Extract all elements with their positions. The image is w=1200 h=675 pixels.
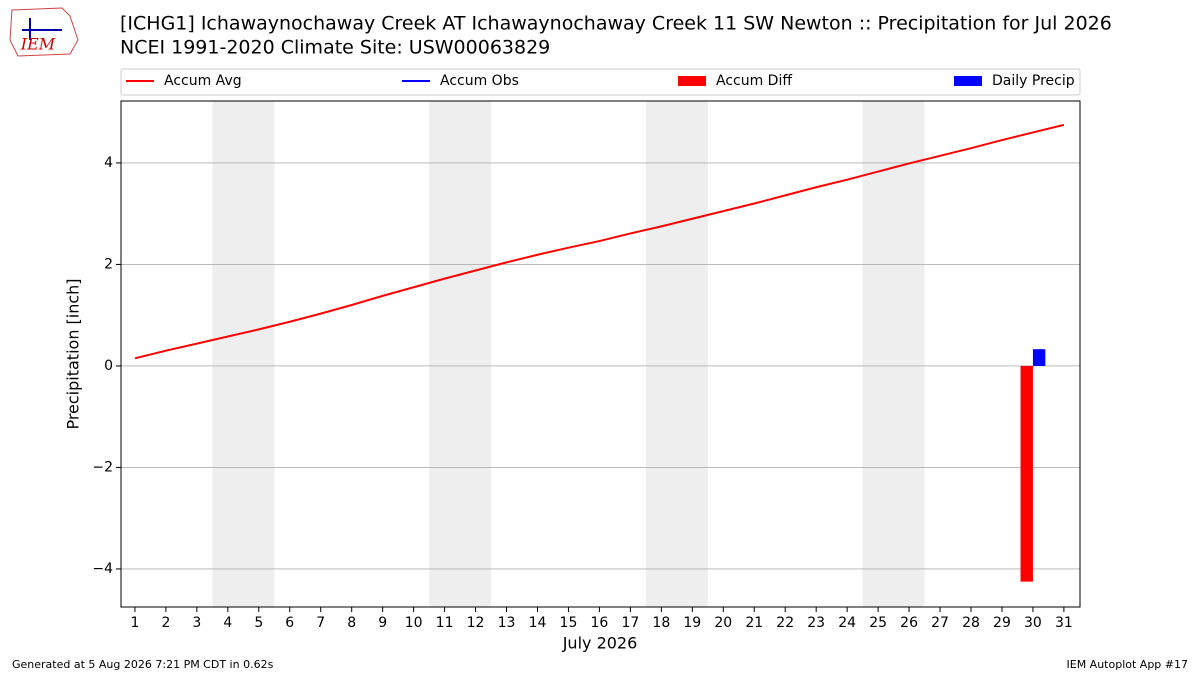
line bbox=[134, 123, 1065, 360]
x-tick-label: 2 bbox=[161, 615, 170, 631]
logo: IEM bbox=[9, 7, 79, 57]
x-tick-label: 27 bbox=[931, 615, 949, 631]
y-axis-label: Precipitation [inch] bbox=[64, 278, 83, 429]
weekend-band bbox=[429, 101, 492, 607]
x-axis-label: July 2026 bbox=[562, 634, 638, 653]
x-tick-label: 21 bbox=[745, 615, 763, 631]
x-tick-label: 15 bbox=[560, 615, 578, 631]
weekend-band bbox=[645, 101, 708, 607]
x-tick-label: 16 bbox=[591, 615, 609, 631]
weekend-band bbox=[862, 101, 925, 607]
x-tick-label: 17 bbox=[621, 615, 639, 631]
x-tick-label: 28 bbox=[962, 615, 980, 631]
legend-swatch bbox=[954, 76, 982, 86]
x-tick-label: 4 bbox=[223, 615, 232, 631]
x-tick-label: 19 bbox=[683, 615, 701, 631]
x-tick-label: 20 bbox=[714, 615, 732, 631]
bar bbox=[1020, 365, 1033, 582]
x-tick-label: 12 bbox=[467, 615, 485, 631]
legend-label: Accum Avg bbox=[164, 73, 242, 89]
x-tick-label: 7 bbox=[316, 615, 325, 631]
footer-left: Generated at 5 Aug 2026 7:21 PM CDT in 0… bbox=[12, 658, 274, 671]
legend-label: Accum Diff bbox=[716, 73, 792, 89]
x-tick-label: 26 bbox=[900, 615, 918, 631]
x-tick-label: 31 bbox=[1055, 615, 1073, 631]
y-tick-label: −2 bbox=[92, 459, 113, 475]
x-tick-label: 5 bbox=[254, 615, 263, 631]
x-tick-label: 29 bbox=[993, 615, 1011, 631]
legend-box bbox=[120, 68, 1081, 96]
plot-frame bbox=[120, 100, 1081, 608]
y-tick-label: 4 bbox=[104, 155, 113, 171]
y-tick-label: −4 bbox=[92, 561, 113, 577]
x-tick-label: 23 bbox=[807, 615, 825, 631]
x-tick-label: 6 bbox=[285, 615, 294, 631]
legend-swatch bbox=[678, 76, 706, 86]
y-tick-label: 2 bbox=[104, 256, 113, 272]
x-tick-label: 22 bbox=[776, 615, 794, 631]
weekend-band bbox=[212, 101, 275, 607]
x-tick-label: 8 bbox=[347, 615, 356, 631]
x-tick-label: 10 bbox=[405, 615, 423, 631]
x-tick-label: 3 bbox=[192, 615, 201, 631]
legend-label: Accum Obs bbox=[440, 73, 519, 89]
x-tick-label: 30 bbox=[1024, 615, 1042, 631]
chart-subtitle: NCEI 1991-2020 Climate Site: USW00063829 bbox=[120, 37, 550, 59]
footer-right: IEM Autoplot App #17 bbox=[1067, 658, 1189, 671]
x-tick-label: 13 bbox=[498, 615, 516, 631]
legend-label: Daily Precip bbox=[992, 73, 1075, 89]
chart-title: [ICHG1] Ichawaynochaway Creek AT Ichaway… bbox=[120, 13, 1112, 35]
x-tick-label: 24 bbox=[838, 615, 856, 631]
y-tick-label: 0 bbox=[104, 358, 113, 374]
bar bbox=[1032, 349, 1046, 366]
logo-text: IEM bbox=[20, 35, 56, 54]
x-tick-label: 11 bbox=[436, 615, 454, 631]
x-tick-label: 18 bbox=[652, 615, 670, 631]
x-tick-label: 14 bbox=[529, 615, 547, 631]
x-tick-label: 9 bbox=[378, 615, 387, 631]
x-tick-label: 1 bbox=[130, 615, 139, 631]
x-tick-label: 25 bbox=[869, 615, 887, 631]
